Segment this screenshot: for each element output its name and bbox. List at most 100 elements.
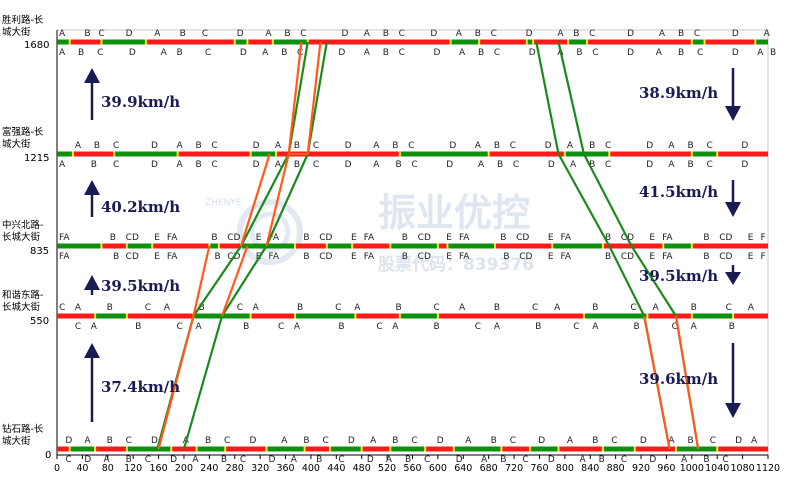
phase-label: D	[367, 455, 374, 465]
green-phase-band	[552, 243, 603, 249]
yellow-phase-band	[275, 151, 278, 157]
phase-label: B	[383, 48, 389, 58]
green-phase-band	[675, 446, 718, 452]
phase-label: E	[748, 233, 754, 243]
intersection-label-1680: 胜利路-长 城大街 1680	[2, 14, 49, 51]
x-tick-label: 360	[276, 463, 294, 474]
phase-label: D	[526, 29, 533, 39]
phase-label: A	[494, 322, 501, 332]
up-speed-39-9: 39.9km/h	[84, 68, 180, 120]
yellow-phase-band	[113, 151, 116, 157]
green-phase-band	[234, 39, 248, 45]
yellow-phase-band	[754, 39, 757, 45]
down-speed-39-6: 39.6km/h	[639, 343, 741, 418]
phase-label: D	[240, 48, 247, 58]
red-phase-band	[307, 39, 451, 45]
yellow-phase-band	[68, 446, 71, 452]
phase-label: B	[195, 160, 201, 170]
intersection-label-0: 钻石路-长 城大街 0	[2, 423, 51, 461]
phase-label: D	[627, 48, 634, 58]
phase-label: C	[434, 303, 440, 313]
green-phase-band	[57, 151, 73, 157]
yellow-phase-band	[303, 446, 306, 452]
phase-label: C	[399, 29, 405, 39]
phase-label: D	[253, 141, 260, 151]
phase-label: C	[202, 29, 208, 39]
watermark: ZHENYE 振业优控 股票代码：839376	[205, 191, 534, 275]
phase-label: E	[649, 252, 655, 262]
yellow-phase-band	[94, 446, 97, 452]
red-phase-band	[57, 313, 96, 319]
x-tick-label: 280	[226, 463, 244, 474]
phase-label: A	[656, 48, 663, 58]
yellow-phase-band	[528, 446, 531, 452]
phase-label: CD	[418, 233, 431, 243]
phase-label: B	[395, 303, 401, 313]
phase-label: D	[741, 141, 748, 151]
yellow-phase-band	[151, 243, 154, 249]
phase-label: A	[253, 303, 260, 313]
phase-label: C	[97, 48, 103, 58]
phase-label: B	[211, 233, 217, 243]
phase-label: B	[294, 160, 300, 170]
phase-label: B	[500, 233, 506, 243]
yellow-phase-band	[389, 243, 392, 249]
intersection-name-line1: 钻石路-长	[2, 423, 44, 435]
green-phase-band	[126, 446, 172, 452]
red-phase-band	[634, 446, 676, 452]
yellow-phase-band	[557, 446, 560, 452]
intersection-name-line1: 胜利路-长	[2, 14, 44, 26]
phase-label: B	[215, 252, 221, 262]
phase-label: A	[195, 322, 202, 332]
yellow-phase-band	[389, 446, 392, 452]
phase-label: B	[703, 455, 709, 465]
phase-label: B	[573, 29, 579, 39]
phase-label: D	[732, 29, 739, 39]
yellow-phase-band	[551, 243, 554, 249]
phase-label: A	[275, 160, 282, 170]
yellow-phase-band	[586, 39, 589, 45]
phase-label: C	[411, 160, 417, 170]
phase-label: A	[580, 455, 587, 465]
up-arrow-head-icon	[84, 343, 100, 358]
yellow-phase-band	[271, 39, 274, 45]
yellow-phase-band	[71, 151, 74, 157]
phase-label: F	[760, 233, 765, 243]
red-phase-band	[177, 151, 251, 157]
phase-label: CD	[516, 233, 529, 243]
green-phase-band	[691, 151, 718, 157]
red-phase-band	[479, 39, 527, 45]
green-phase-band	[529, 446, 559, 452]
phase-label: C	[98, 29, 104, 39]
green-phase-band	[126, 243, 153, 249]
yellow-phase-band	[662, 243, 665, 249]
yellow-phase-band	[563, 151, 566, 157]
phase-label: D	[649, 455, 656, 465]
red-phase-band	[437, 313, 584, 319]
green-phase-band	[390, 446, 426, 452]
phase-label: A	[554, 303, 561, 313]
phase-label: C	[694, 29, 700, 39]
green-phase-band	[447, 243, 496, 249]
intersection-label-835: 中兴北路- 长城大街 835	[2, 219, 49, 257]
phase-label: CD	[319, 252, 332, 262]
red-phase-band	[425, 446, 454, 452]
x-tick-label: 960	[657, 463, 675, 474]
up-speed-40-2: 40.2km/h	[84, 180, 180, 217]
orange-wave-band-line	[240, 153, 271, 247]
phase-label: A	[681, 455, 688, 465]
phase-label: D	[237, 29, 244, 39]
phase-label: B	[243, 322, 249, 332]
phase-label: A	[659, 29, 666, 39]
yellow-phase-band	[351, 243, 354, 249]
phase-label: A	[192, 455, 199, 465]
phase-label: C	[176, 322, 182, 332]
phase-label: A	[354, 303, 361, 313]
phase-label: F	[760, 252, 765, 262]
phase-label: B	[135, 322, 141, 332]
red-phase-band	[602, 243, 664, 249]
phase-label: A	[653, 303, 660, 313]
green-phase-band	[295, 313, 356, 319]
phase-label: C	[399, 48, 405, 58]
red-phase-band	[72, 151, 115, 157]
